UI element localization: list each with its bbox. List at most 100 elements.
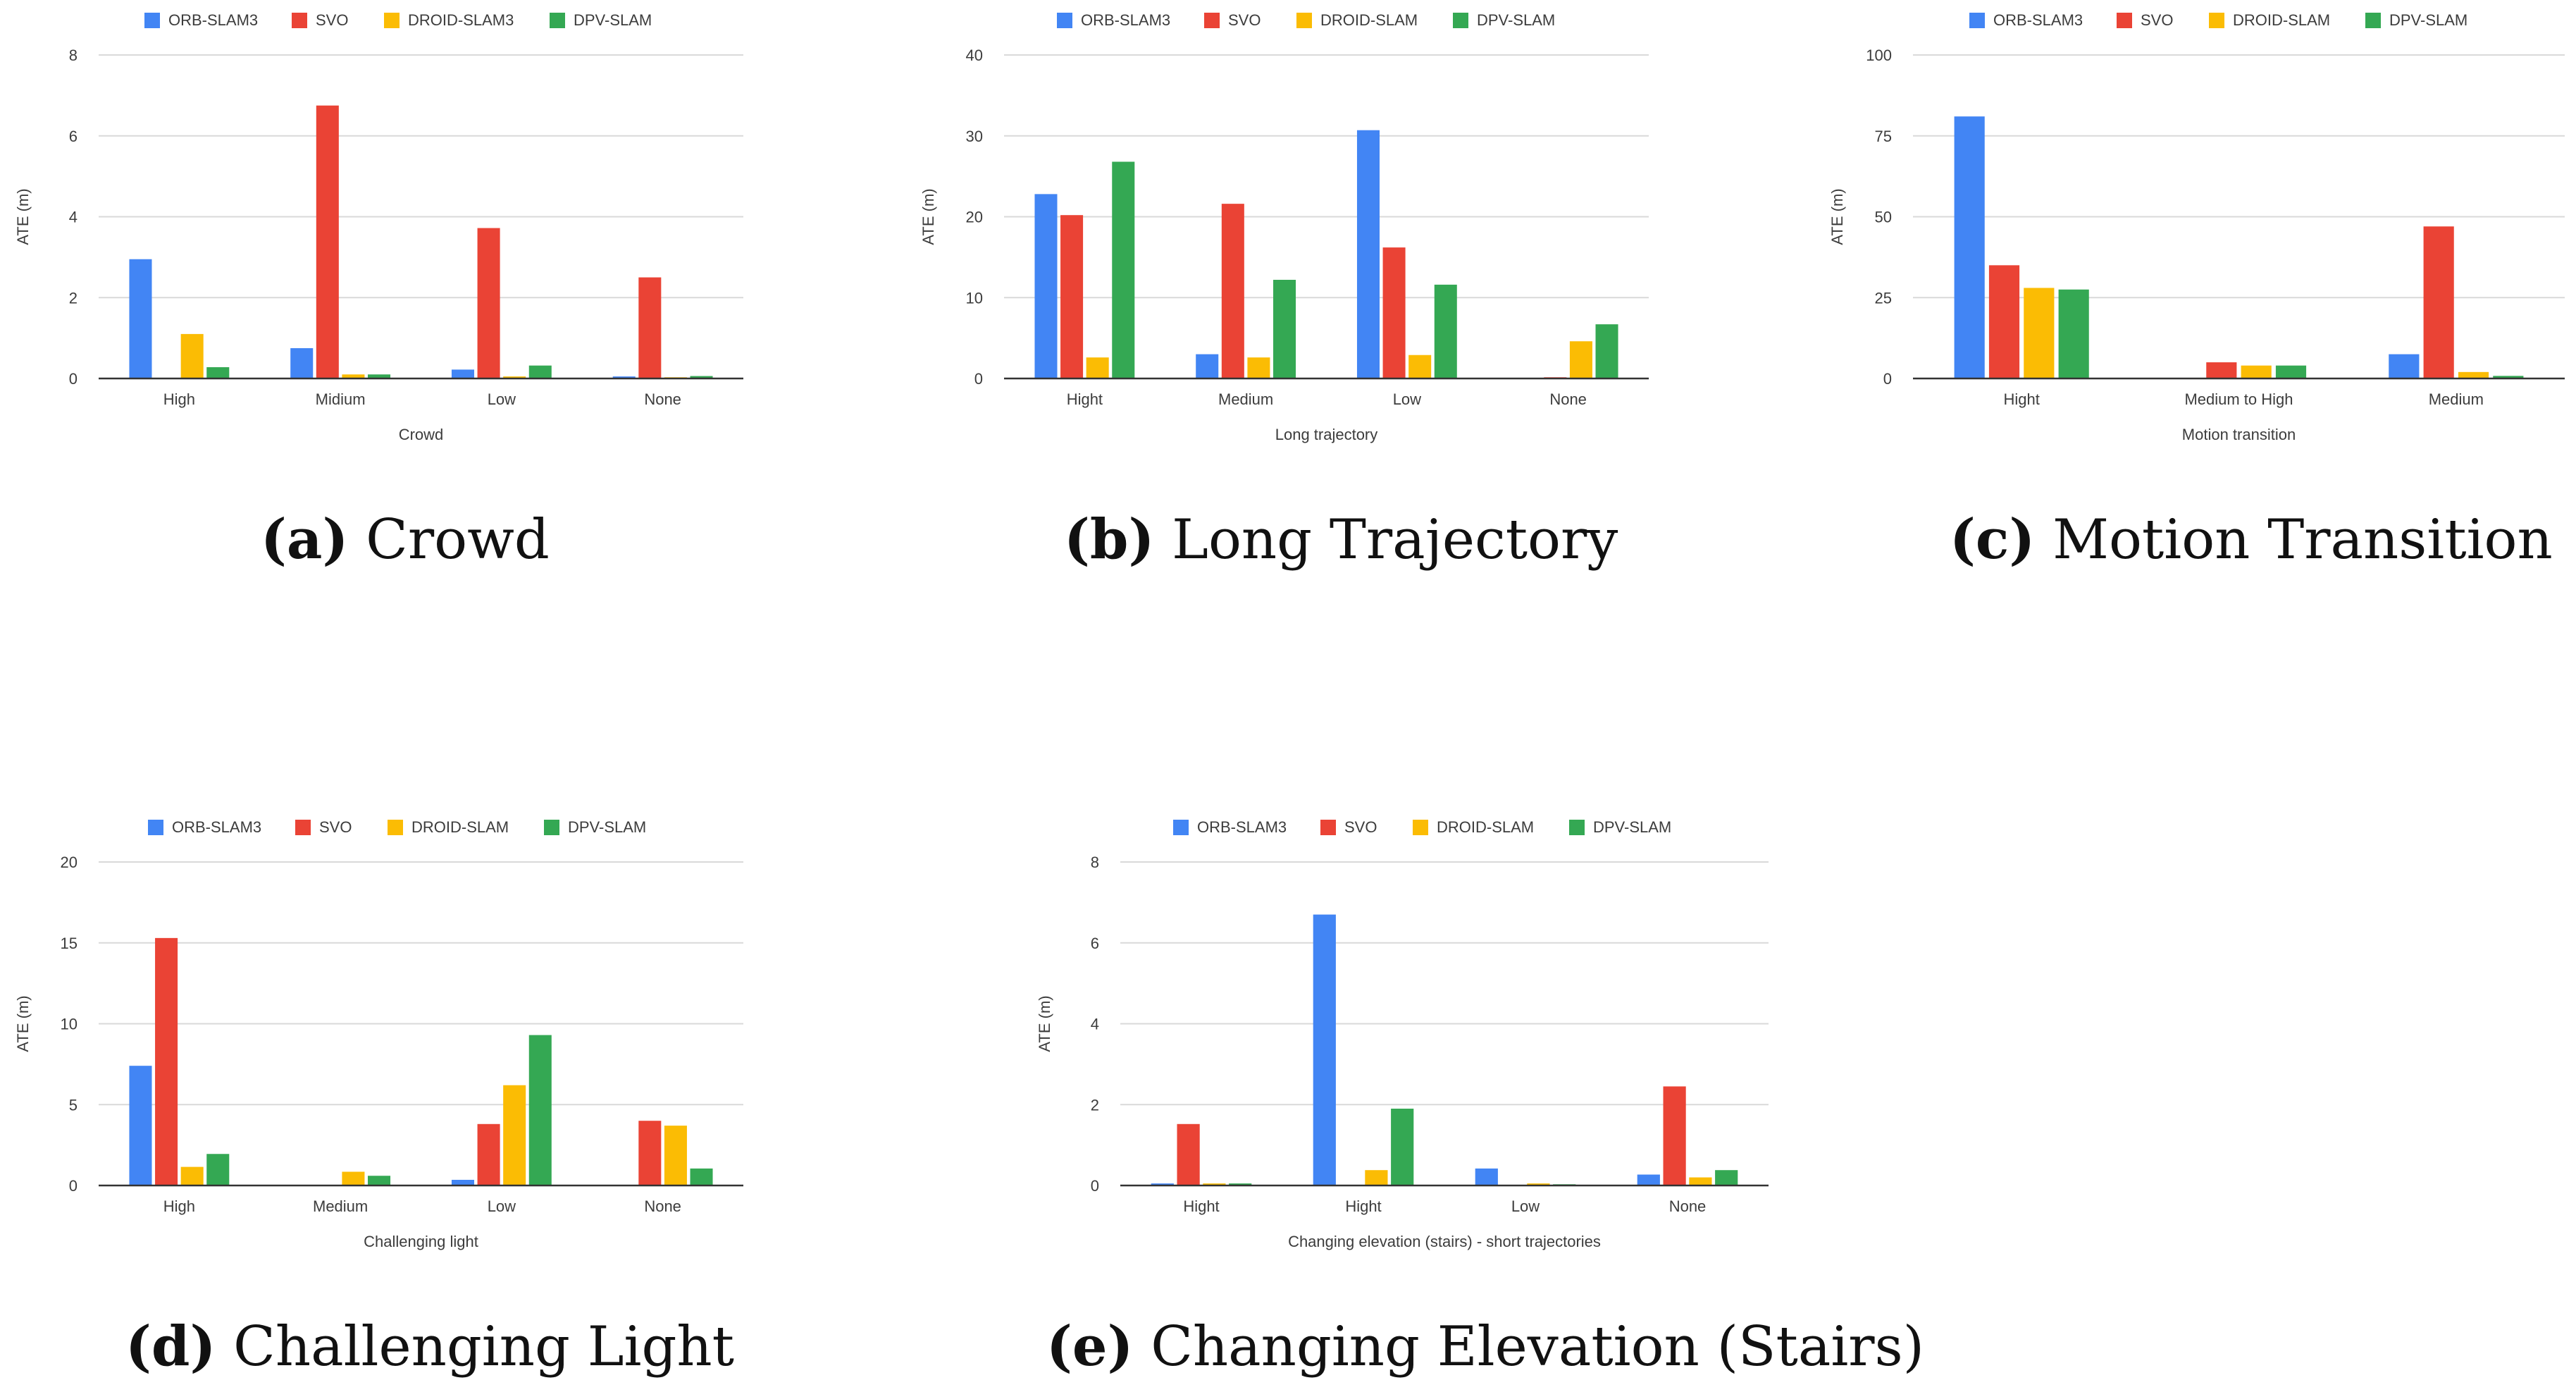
bar-dpv-slam-none	[690, 376, 713, 378]
legend-swatch-orb-slam3	[144, 13, 160, 28]
bar-orb-slam3-hight	[1034, 194, 1058, 378]
bar-dpv-slam-medium	[368, 1176, 391, 1185]
x-tick-label: Medium	[313, 1197, 368, 1215]
y-tick-label: 20	[966, 209, 983, 226]
bar-orb-slam3-medium	[2389, 354, 2420, 378]
y-tick-label: 50	[1875, 209, 1892, 226]
bar-svo-low	[477, 228, 500, 378]
bar-droid-slam3-midium	[342, 374, 365, 378]
x-tick-label: Medium	[2429, 390, 2484, 408]
legend-label-dpv-slam: DPV-SLAM	[574, 11, 652, 29]
y-axis-title: ATE (m)	[919, 188, 937, 245]
x-tick-label: Hight	[1345, 1197, 1381, 1215]
legend-label-dpv-slam: DPV-SLAM	[1477, 11, 1555, 29]
y-axis-title: ATE (m)	[1828, 188, 1846, 245]
y-tick-label: 15	[61, 935, 78, 952]
y-tick-label: 5	[69, 1096, 78, 1114]
caption-long-trajectory: (b) Long Trajectory	[1064, 507, 1618, 572]
bar-dpv-slam-none	[690, 1168, 713, 1185]
bar-droid-slam3-high	[180, 333, 204, 378]
bar-svo-none	[638, 277, 662, 378]
bar-orb-slam3-none	[612, 376, 636, 378]
legend-swatch-svo	[2117, 13, 2132, 28]
caption-letter: (e)	[1046, 1314, 1134, 1379]
x-tick-label: Medium	[1218, 390, 1273, 408]
bar-orb-slam3-midium	[290, 347, 314, 378]
x-tick-label: Low	[488, 390, 516, 408]
legend-swatch-droid-slam	[1296, 13, 1312, 28]
legend-swatch-droid-slam	[1413, 820, 1428, 835]
bar-svo-none	[1663, 1086, 1686, 1185]
x-tick-label: Low	[1393, 390, 1421, 408]
y-tick-label: 6	[69, 128, 78, 145]
legend-label-droid-slam: DROID-SLAM	[411, 818, 509, 836]
legend-label-dpv-slam: DPV-SLAM	[1593, 818, 1671, 836]
y-tick-label: 10	[61, 1016, 78, 1033]
caption-letter: (a)	[261, 507, 349, 572]
caption-letter: (d)	[125, 1314, 216, 1379]
y-tick-label: 6	[1091, 935, 1099, 952]
bar-droid-slam-low	[1527, 1183, 1550, 1185]
y-axis-title: ATE (m)	[14, 995, 32, 1052]
bar-droid-slam-hight	[1086, 357, 1109, 378]
bar-orb-slam3-hight	[1151, 1183, 1174, 1185]
y-tick-label: 20	[61, 854, 78, 871]
legend-swatch-dpv-slam	[544, 820, 559, 835]
bar-orb-slam3-low	[1475, 1168, 1498, 1185]
legend-label-dpv-slam: DPV-SLAM	[568, 818, 646, 836]
x-tick-label: Midium	[316, 390, 366, 408]
legend-label-droid-slam: DROID-SLAM	[1320, 11, 1418, 29]
legend-label-dpv-slam: DPV-SLAM	[2389, 11, 2467, 29]
bar-dpv-slam-low	[528, 365, 552, 378]
bar-dpv-slam-high	[206, 367, 230, 378]
legend-swatch-svo	[292, 13, 307, 28]
x-tick-label: High	[163, 390, 195, 408]
legend-label-orb-slam3: ORB-SLAM3	[1993, 11, 2083, 29]
x-tick-label: High	[163, 1197, 195, 1215]
bar-orb-slam3-none	[1637, 1174, 1660, 1185]
legend-label-orb-slam3: ORB-SLAM3	[168, 11, 258, 29]
bar-dpv-slam-none	[1715, 1170, 1738, 1185]
bar-dpv-slam-low	[528, 1035, 552, 1185]
legend-swatch-droid-slam	[2209, 13, 2224, 28]
legend-swatch-orb-slam3	[1057, 13, 1072, 28]
legend-swatch-orb-slam3	[148, 820, 163, 835]
legend-swatch-dpv-slam	[550, 13, 565, 28]
chart-changing-elevation: ORB-SLAM3 SVO DROID-SLAM DPV-SLAM 0 2 4 6 8 Hight…	[1036, 818, 1769, 1250]
x-tick-label: Hight	[2003, 390, 2039, 408]
chart-crowd: ORB-SLAM3 SVO DROID-SLAM3 DPV-SLAM 0 2 4 6 8 High…	[14, 11, 743, 443]
legend-swatch-droid-slam3	[384, 13, 400, 28]
bar-droid-slam-low	[503, 1085, 526, 1185]
bar-svo-low	[477, 1123, 500, 1185]
y-tick-label: 30	[966, 128, 983, 145]
bar-droid-slam-high	[180, 1166, 204, 1185]
caption-crowd: (a) Crowd	[261, 507, 550, 572]
caption-motion-transition: (c) Motion Transition	[1950, 507, 2553, 572]
x-tick-label: Hight	[1183, 1197, 1219, 1215]
y-tick-label: 0	[1883, 370, 1892, 388]
bar-droid-slam-medium	[2458, 371, 2489, 378]
legend-label-svo: SVO	[2141, 11, 2173, 29]
y-tick-label: 4	[69, 209, 78, 226]
legend-label-droid-slam: DROID-SLAM	[2233, 11, 2330, 29]
bar-svo-hight	[1060, 215, 1084, 378]
caption-challenging-light: (d) Challenging Light	[125, 1314, 734, 1379]
bar-svo-hight	[1177, 1123, 1200, 1185]
bar-dpv-slam-hight	[1112, 161, 1135, 378]
bar-svo-none	[638, 1121, 662, 1185]
legend-swatch-svo	[1204, 13, 1220, 28]
y-tick-label: 8	[69, 47, 78, 64]
caption-text: Long Trajectory	[1172, 508, 1618, 572]
bar-droid-slam-medium	[1247, 357, 1270, 378]
y-tick-label: 4	[1091, 1016, 1099, 1033]
y-axis-title: ATE (m)	[1036, 995, 1053, 1052]
bar-svo-midium	[316, 105, 339, 378]
bar-droid-slam-medium	[342, 1171, 365, 1185]
y-tick-label: 25	[1875, 289, 1892, 307]
x-axis-title: Crowd	[399, 426, 444, 443]
legend-swatch-svo	[1320, 820, 1336, 835]
bar-svo-hight	[1988, 265, 2020, 378]
legend-label-svo: SVO	[316, 11, 348, 29]
bar-dpv-slam-medium-to-high	[2275, 365, 2307, 378]
bar-orb-slam3-high	[129, 1066, 152, 1185]
